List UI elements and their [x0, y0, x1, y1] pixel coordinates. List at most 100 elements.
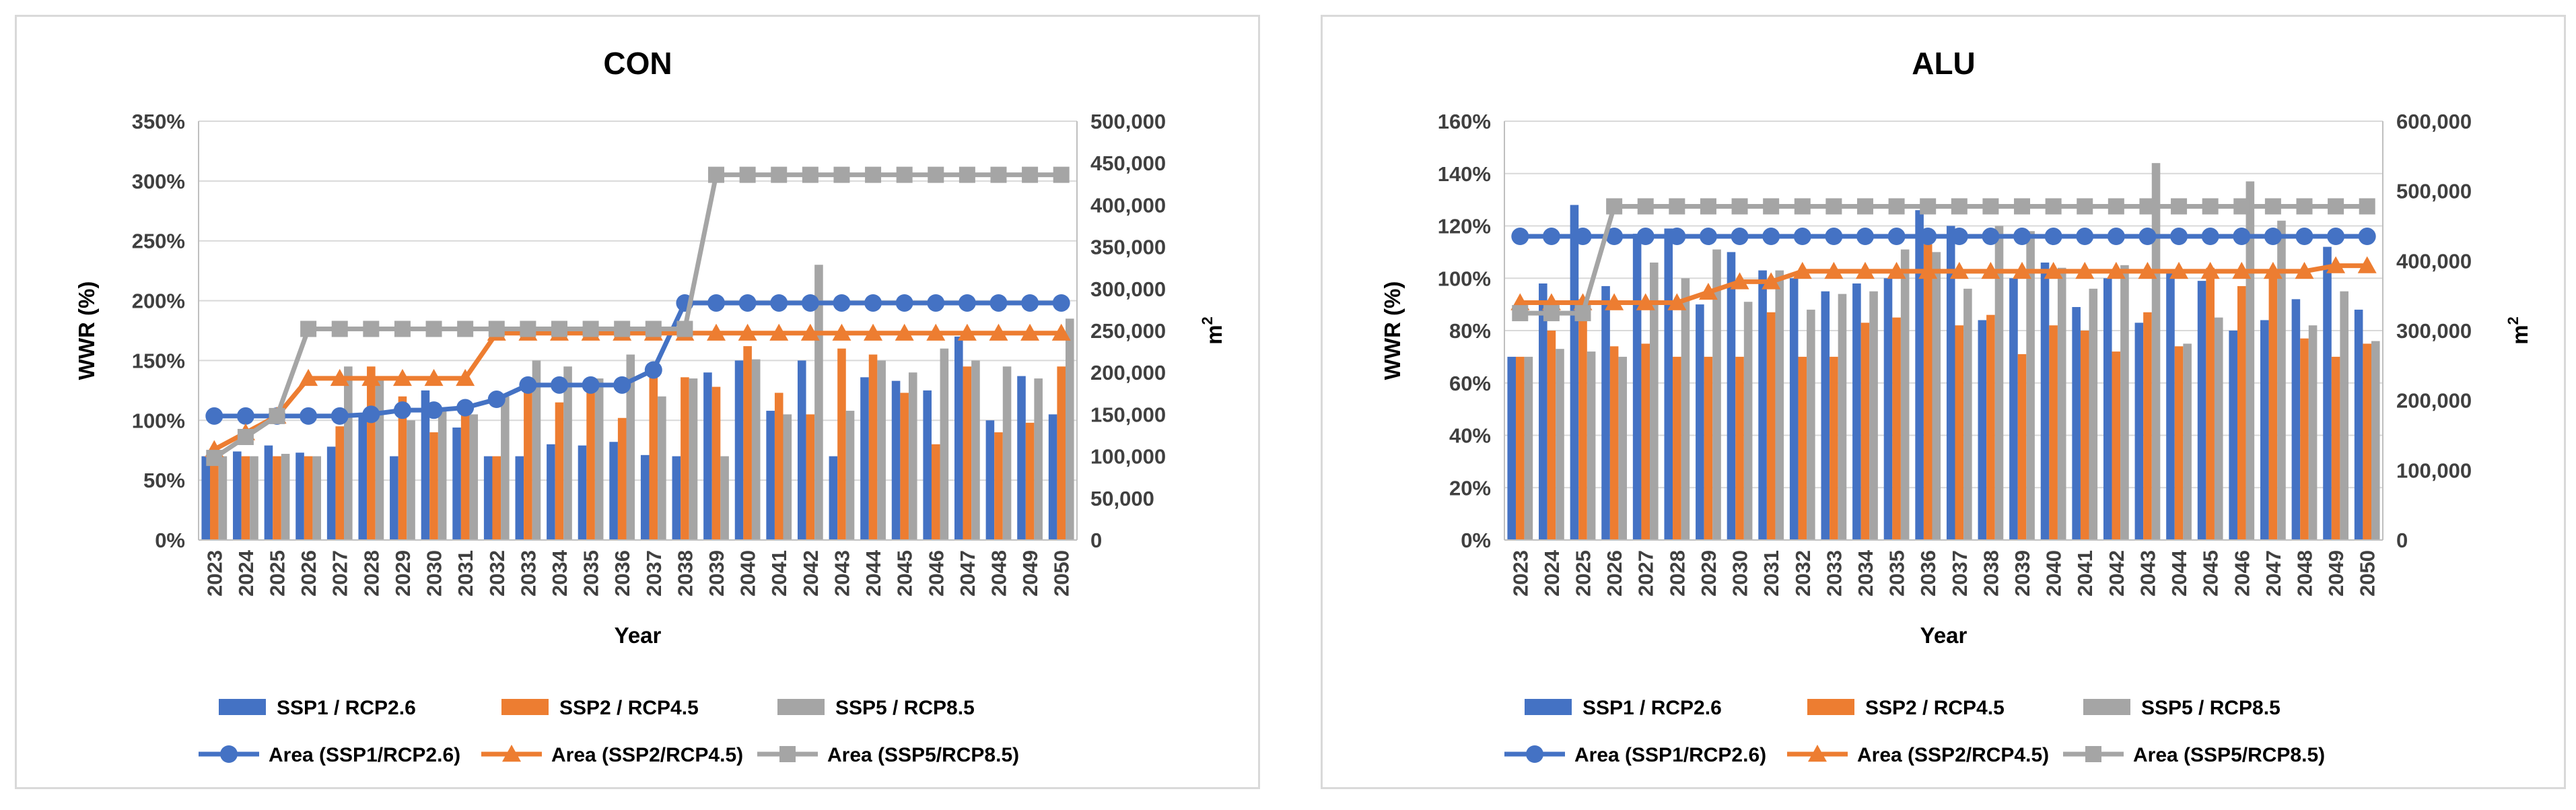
bar: [201, 456, 211, 540]
bar: [1632, 234, 1642, 540]
point: [1918, 261, 1938, 279]
legend-label: SSP1 / RCP2.6: [1582, 697, 1722, 719]
point: [928, 166, 944, 183]
x-tick-label: 2029: [1697, 550, 1720, 597]
bar: [994, 432, 1003, 540]
y-tick-label: 80%: [1449, 319, 1491, 343]
point: [2044, 261, 2063, 279]
point: [2233, 228, 2251, 246]
y2-tick-label: 300,000: [2396, 319, 2472, 343]
y-tick-label: 140%: [1438, 162, 1491, 186]
line-series-group: [1510, 198, 2377, 322]
bar: [2183, 343, 2192, 540]
x-tick-label: 2024: [234, 549, 258, 597]
point: [2202, 198, 2219, 215]
bar: [1641, 343, 1650, 540]
legend-marker: [1808, 745, 1827, 762]
x-tick-label: 2040: [2042, 550, 2066, 597]
bar: [210, 454, 219, 540]
bar: [1743, 302, 1753, 540]
chart-panel-con: CON 0% 50% 100% 150% 200% 250% 300% 350% 0 50,000 1…: [15, 15, 1260, 789]
bar: [233, 451, 242, 540]
point: [1052, 294, 1070, 312]
point: [1606, 198, 1623, 215]
y2-tick-label: 500,000: [1090, 110, 1166, 133]
y2-tick-label: 50,000: [1090, 487, 1154, 510]
x-tick-label: 2039: [2011, 550, 2034, 597]
point: [1887, 228, 1906, 246]
point: [300, 407, 318, 425]
bar: [241, 456, 250, 540]
point: [2295, 228, 2313, 246]
x-axis-title: Year: [615, 623, 662, 648]
point: [864, 294, 882, 312]
y2-tick-label: 400,000: [1090, 193, 1166, 217]
bar: [640, 454, 650, 540]
point: [2044, 228, 2062, 246]
legend-label: SSP1 / RCP2.6: [277, 697, 416, 719]
x-tick-label: 2035: [580, 550, 603, 597]
point: [1022, 166, 1039, 183]
bar: [1860, 323, 1870, 540]
bar: [860, 377, 869, 540]
y-tick-label: 250%: [132, 230, 185, 253]
bar: [1570, 205, 1579, 540]
point: [958, 294, 976, 312]
point: [1730, 272, 1749, 290]
bar: [1609, 346, 1619, 540]
bar: [617, 417, 627, 540]
y2-tick-label: 250,000: [1090, 319, 1166, 343]
point: [1605, 293, 1624, 310]
bar: [1955, 325, 1964, 540]
point: [236, 407, 254, 425]
point: [487, 391, 506, 409]
x-tick-label: 2030: [423, 550, 446, 597]
bar: [344, 366, 353, 540]
bar: [273, 456, 281, 540]
bar: [1664, 228, 1673, 540]
bar: [1547, 331, 1556, 540]
x-tick-label: 2026: [1603, 550, 1626, 597]
bar: [954, 336, 963, 540]
point: [1053, 166, 1070, 183]
bar: [900, 393, 909, 540]
y2-axis-title-superscript: 2: [2505, 316, 2521, 325]
x-tick-label: 2026: [297, 550, 320, 597]
series-line: [1520, 203, 2367, 316]
bar: [2112, 351, 2121, 540]
point: [1669, 198, 1685, 215]
bar: [1002, 366, 1012, 540]
bar: [1758, 270, 1767, 540]
point: [1574, 228, 1592, 246]
y2-tick-label: 300,000: [1090, 277, 1166, 301]
bar: [375, 378, 384, 540]
bar: [891, 380, 901, 540]
point: [2045, 198, 2062, 215]
point: [1794, 198, 1811, 215]
point: [456, 399, 475, 417]
y2-tick-label: 0: [1090, 529, 1102, 552]
point: [865, 166, 882, 183]
point: [394, 320, 411, 337]
x-tick-label: 2024: [1540, 549, 1564, 597]
legend-label: Area (SSP5/RCP8.5): [827, 744, 1019, 766]
y2-axis-title: m2: [2505, 316, 2532, 345]
bar: [1892, 317, 1901, 540]
y2-tick-label: 500,000: [2396, 180, 2472, 203]
point: [1636, 228, 1655, 246]
x-tick-label: 2023: [203, 550, 226, 597]
point: [424, 368, 444, 386]
bar: [963, 366, 972, 540]
bar: [1025, 422, 1035, 540]
bar: [578, 445, 587, 540]
point: [1793, 228, 1811, 246]
bar: [868, 354, 878, 540]
y2-tick-label: 0: [2396, 529, 2408, 552]
bar: [1516, 356, 1525, 540]
point: [456, 368, 475, 386]
y-tick-label: 0%: [155, 529, 185, 552]
x-tick-label: 2034: [548, 549, 571, 597]
bar: [2237, 285, 2246, 540]
bar: [469, 414, 479, 540]
bar: [2206, 267, 2215, 540]
